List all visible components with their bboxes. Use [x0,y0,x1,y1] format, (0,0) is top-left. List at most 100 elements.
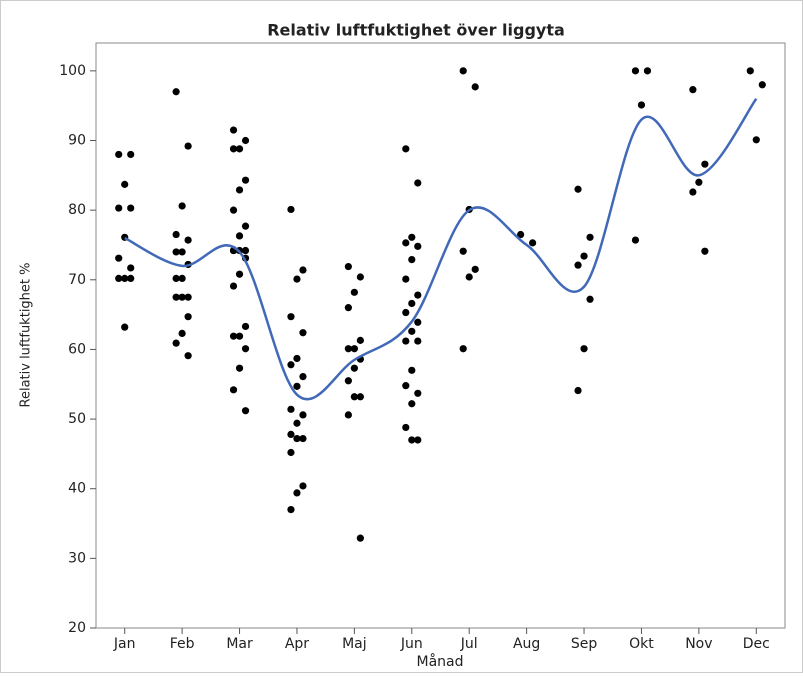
point [178,248,186,256]
point [402,382,410,390]
point [408,255,416,264]
y-tick-label: 30 [68,550,86,566]
y-tick-label: 90 [68,133,86,149]
y-tick-label: 80 [68,202,86,218]
point [115,150,123,159]
point [235,332,244,340]
point [408,366,416,374]
point [408,233,416,241]
point [402,275,410,283]
point [414,337,422,345]
point [229,332,238,340]
point [184,142,192,150]
y-tick-label: 20 [68,620,86,636]
point [172,274,180,282]
point [229,386,238,394]
point [580,345,588,353]
point [471,265,479,273]
point [293,419,301,427]
point [344,411,352,419]
point [631,236,640,244]
x-tick-label: Sep [571,636,598,652]
point [241,136,250,145]
point [184,313,192,321]
point [293,434,301,443]
point [287,205,295,214]
point [184,236,192,244]
point [178,329,186,338]
point [287,430,295,438]
point [402,145,410,153]
point [127,264,135,272]
point [529,239,537,247]
point [172,230,180,239]
point [459,247,467,255]
plot-frame [95,42,786,629]
x-tick-label: Nov [685,636,712,652]
point [287,313,295,321]
point [408,327,416,335]
point [356,336,364,344]
point [350,345,358,353]
point [229,282,238,290]
point [408,400,416,408]
x-tick-label: Jul [460,636,478,652]
point [299,372,307,381]
point [178,274,186,282]
point [414,291,422,299]
point [356,534,364,542]
point [121,180,129,188]
point [172,293,180,301]
y-tick-label: 50 [68,411,86,427]
point [299,411,307,419]
point [293,489,301,497]
point [287,361,295,369]
point [695,178,703,186]
point [402,423,410,432]
point [178,202,186,210]
point [241,246,250,255]
point [229,206,238,214]
point [459,67,467,75]
point [293,275,301,283]
point [465,273,473,281]
point [574,386,582,395]
x-tick-label: Feb [170,636,195,652]
point [172,339,180,347]
point [229,126,238,134]
point [235,364,244,372]
point [241,322,250,331]
y-tick-label: 60 [68,341,86,357]
point [344,304,352,312]
point [517,230,525,239]
point [408,436,416,444]
point [241,222,250,230]
x-axis-label: Månad [417,653,464,670]
point [586,233,594,241]
point [689,86,697,94]
point [408,299,416,308]
point [402,308,410,317]
point [127,204,135,212]
point [574,261,582,269]
point [471,83,479,91]
point [287,405,295,413]
y-tick-label: 70 [68,272,86,288]
x-tick-label: Aug [513,636,540,652]
point [631,67,640,75]
point [121,274,129,282]
point [402,337,410,345]
point [701,160,709,168]
point [758,81,766,89]
point [115,254,123,262]
point [287,448,295,457]
point [414,389,422,397]
point [299,266,307,274]
point [414,436,422,444]
point [229,145,238,153]
point [344,262,352,271]
point [344,345,352,353]
point [356,273,364,281]
point [752,136,760,144]
point [235,186,244,194]
